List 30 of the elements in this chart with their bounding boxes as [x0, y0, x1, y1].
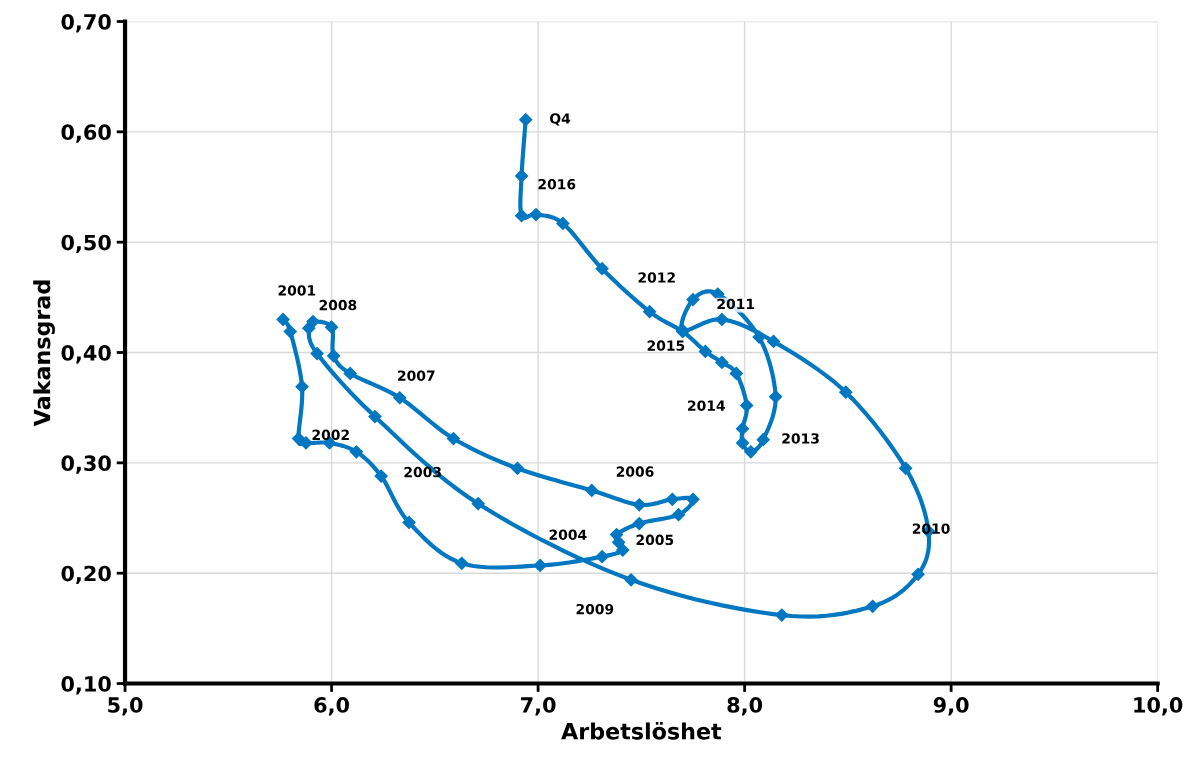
y-tick-label: 0,70	[61, 13, 111, 33]
annotation: 2009	[576, 603, 614, 615]
annotation: 2005	[636, 534, 674, 546]
annotation: 2012	[638, 272, 675, 283]
y-tick-label: 0,50	[61, 234, 111, 254]
x-tick-label: 10,0	[1134, 697, 1183, 716]
y-tick-label: 0,10	[61, 675, 111, 695]
y-tick-label: 0,60	[61, 124, 111, 143]
annotation: Q4	[550, 113, 571, 126]
annotation: 2011	[717, 298, 755, 310]
y-tick-label: 0,20	[61, 565, 111, 585]
x-axis-title: Arbetslöshet	[561, 722, 722, 740]
annotation: 2006	[616, 466, 654, 477]
x-tick-label: 9,0	[933, 697, 969, 716]
annotation: 2001	[278, 285, 316, 296]
x-tick-label: 5,0	[108, 697, 143, 716]
annotation: 2015	[647, 340, 685, 351]
x-tick-label: 7,0	[521, 697, 556, 716]
x-tick-label: 8,0	[727, 697, 763, 716]
annotation: 2014	[688, 400, 725, 411]
annotation: 2007	[398, 370, 435, 381]
annotation: 2002	[312, 429, 349, 441]
y-tick-label: 0,30	[61, 455, 111, 474]
y-tick-label: 0,40	[61, 344, 111, 364]
annotation: 2008	[319, 299, 357, 311]
annotation: 2004	[549, 529, 587, 540]
annotation: 2013	[782, 433, 819, 444]
annotation: 2016	[538, 178, 576, 190]
y-axis-title: Vakansgrad	[33, 280, 55, 427]
x-tick-label: 6,0	[314, 697, 350, 716]
